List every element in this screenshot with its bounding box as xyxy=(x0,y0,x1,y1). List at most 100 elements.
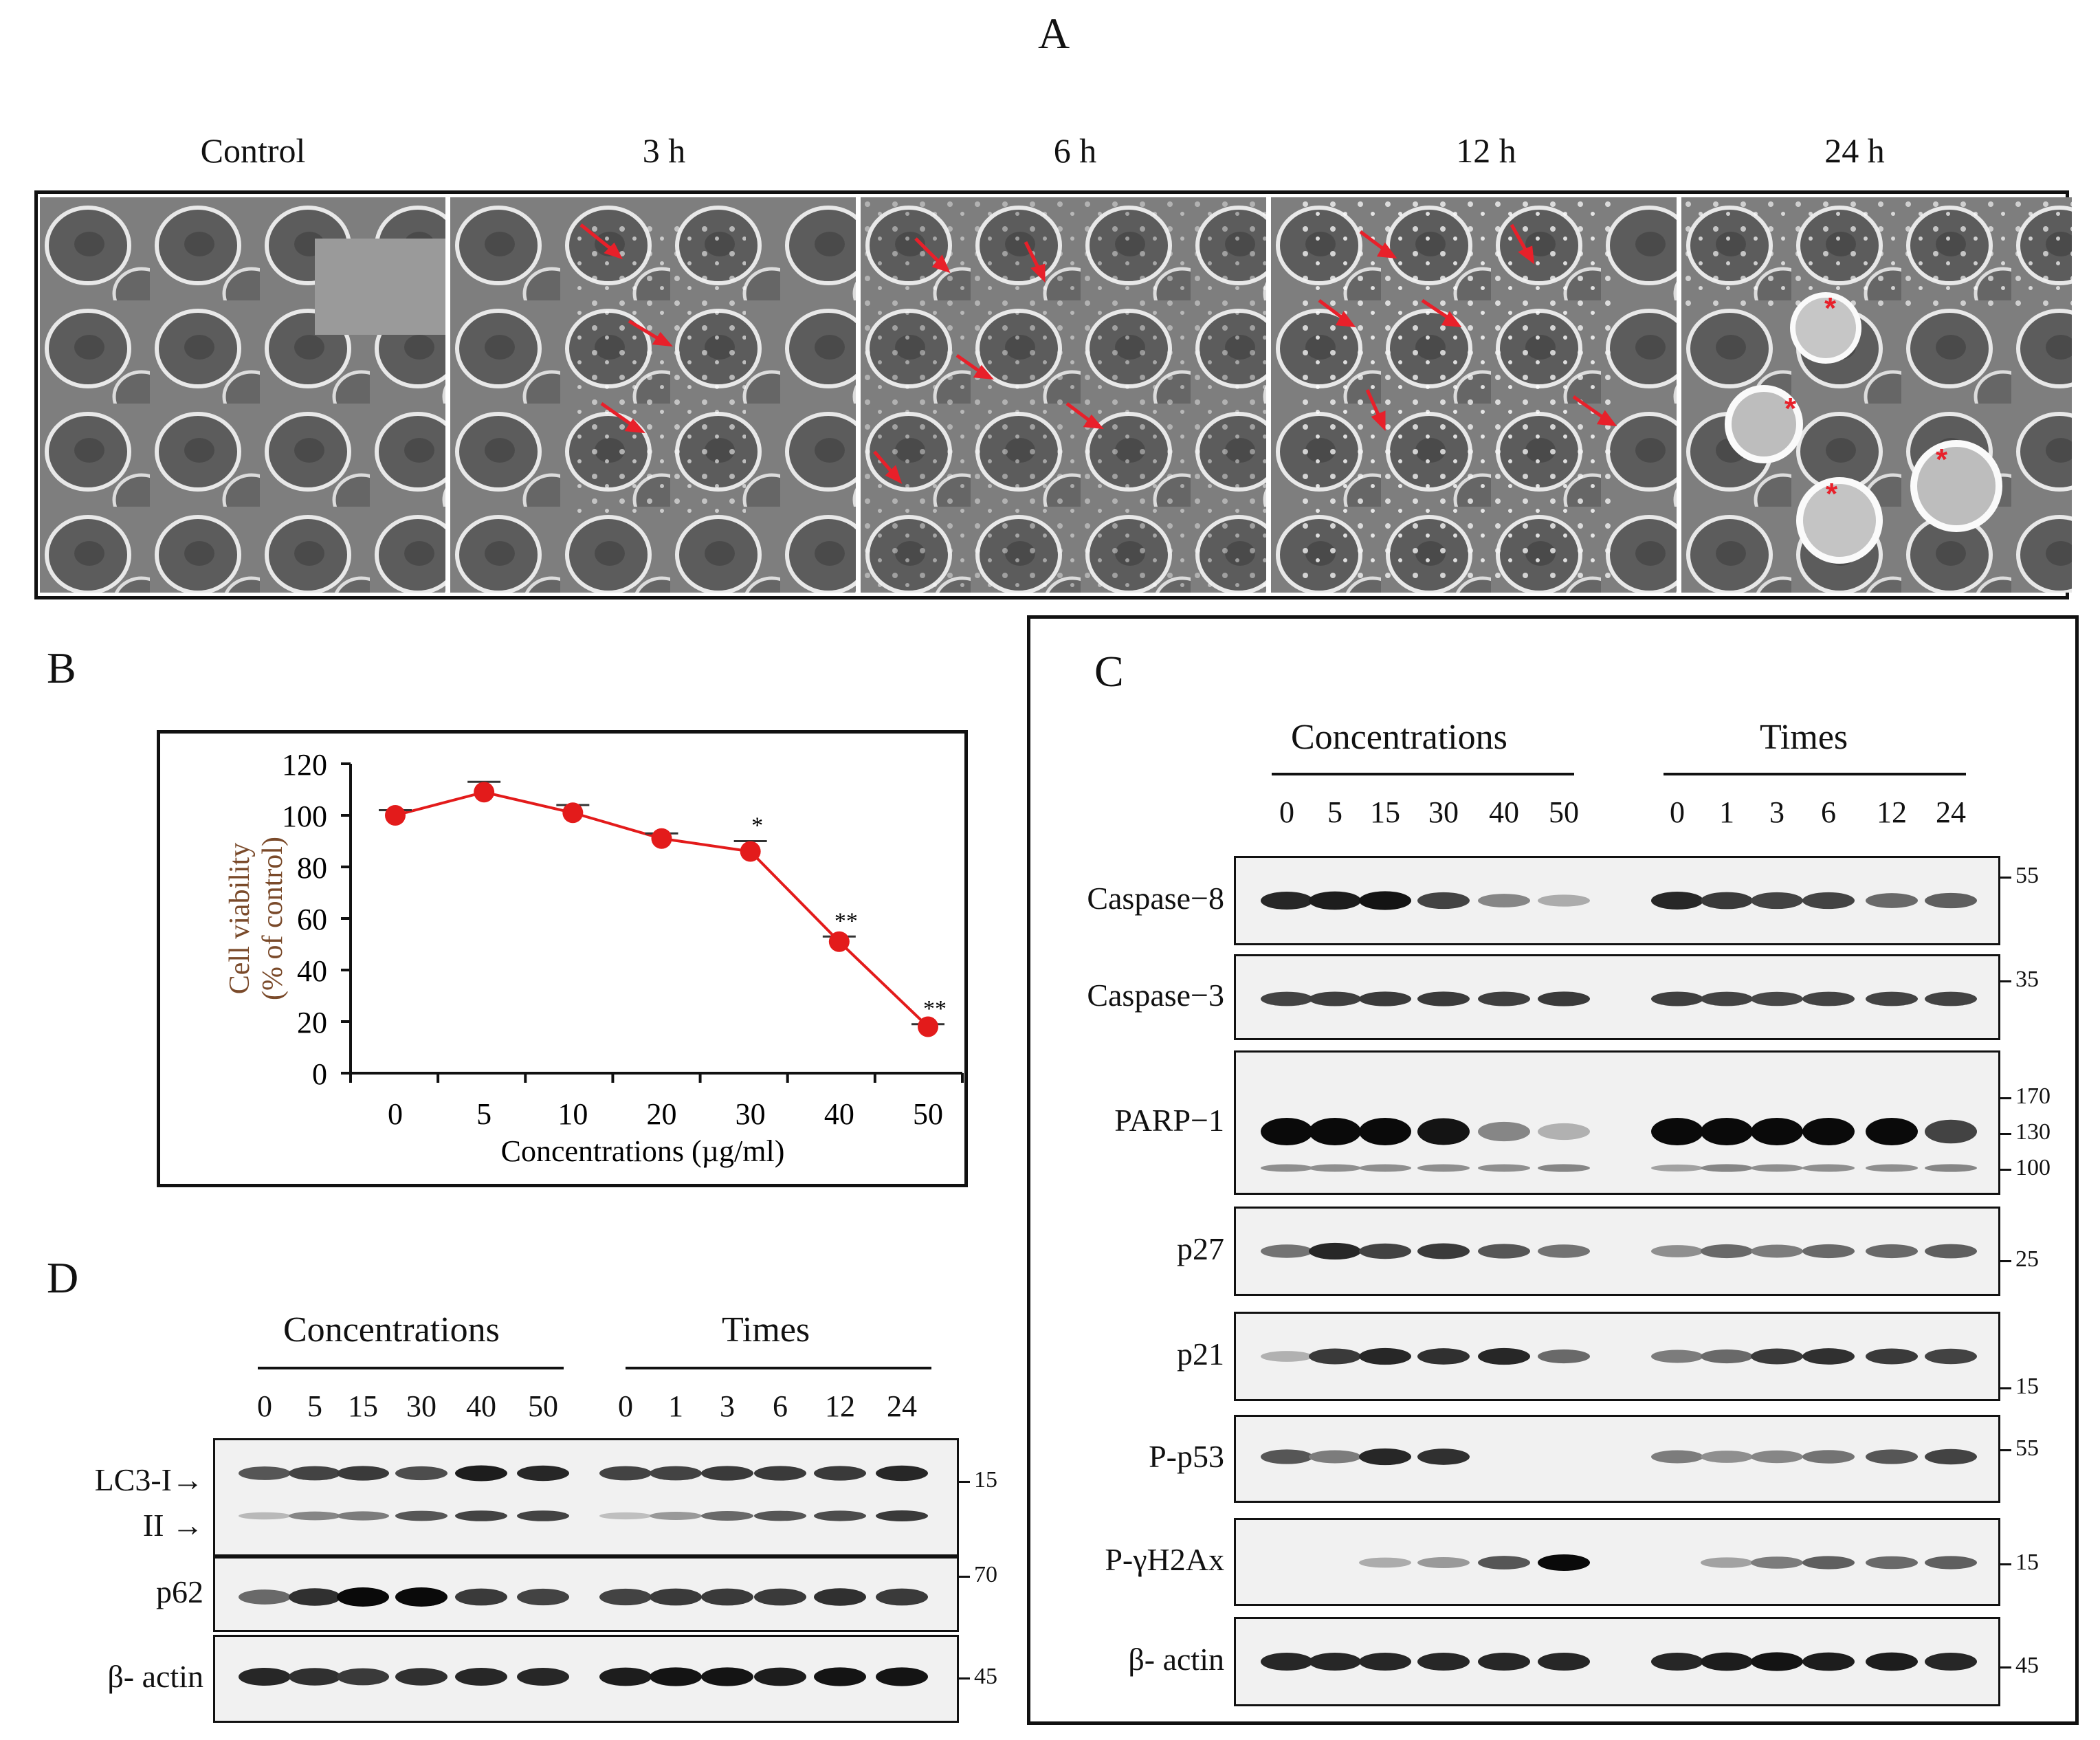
significance-marker: * xyxy=(751,813,763,839)
band xyxy=(1651,1164,1703,1172)
data-point xyxy=(828,931,850,952)
band xyxy=(1802,1244,1855,1259)
blot-7 xyxy=(1234,1617,2000,1706)
y-tick-label: 20 xyxy=(297,1006,327,1039)
band xyxy=(455,1588,507,1606)
band xyxy=(1261,1164,1313,1172)
micrograph-24h: * * * * xyxy=(1681,197,2072,593)
band xyxy=(1538,1652,1590,1671)
band xyxy=(599,1667,652,1686)
band xyxy=(1751,1164,1803,1172)
band xyxy=(517,1588,569,1606)
band xyxy=(876,1588,928,1606)
band xyxy=(395,1668,447,1686)
band xyxy=(1751,991,1803,1006)
band xyxy=(337,1668,389,1686)
mw-tick xyxy=(2000,1387,2011,1389)
band xyxy=(701,1667,753,1686)
band xyxy=(1261,1244,1313,1258)
band xyxy=(1478,894,1530,907)
micrograph-6h xyxy=(861,197,1266,593)
panel-c-group-time: Times xyxy=(1760,718,1848,757)
data-point xyxy=(562,802,584,824)
band xyxy=(1651,991,1703,1006)
mw-tick xyxy=(959,1481,970,1483)
condition-title-control: Control xyxy=(200,131,306,170)
band xyxy=(1359,1118,1411,1145)
lane-label: 30 xyxy=(406,1389,436,1423)
lane-label: 6 xyxy=(773,1389,788,1423)
lane-label: 50 xyxy=(1549,795,1579,829)
y-tick-label: 80 xyxy=(297,851,327,885)
band xyxy=(754,1466,806,1481)
band xyxy=(1261,1449,1313,1464)
band xyxy=(1359,1557,1411,1568)
band xyxy=(1802,1348,1855,1365)
band xyxy=(1925,1119,1977,1144)
band xyxy=(239,1667,291,1686)
panel-d-letter: D xyxy=(47,1253,79,1302)
lane-label: 3 xyxy=(720,1389,735,1423)
mw-marker: 100 xyxy=(2015,1155,2051,1180)
lane-label: 40 xyxy=(1489,795,1519,829)
blot-name: p21 xyxy=(1177,1336,1224,1372)
mw-tick xyxy=(2000,1666,2011,1669)
band xyxy=(1359,1243,1411,1259)
band xyxy=(1866,1164,1918,1172)
band xyxy=(1751,892,1803,910)
band xyxy=(1651,1450,1703,1464)
band xyxy=(1417,991,1470,1006)
y-axis-label-group: Cell viability (% of control) xyxy=(224,837,289,1000)
band xyxy=(395,1510,447,1521)
band xyxy=(1309,1242,1361,1260)
band xyxy=(1925,1449,1977,1465)
band xyxy=(1261,1118,1313,1145)
blot-1 xyxy=(213,1556,959,1632)
lane-label: 5 xyxy=(307,1389,322,1423)
blot-name: Caspase−3 xyxy=(1087,977,1224,1013)
band xyxy=(650,1588,702,1606)
band xyxy=(517,1667,569,1686)
band xyxy=(1701,1451,1753,1463)
band xyxy=(1701,1557,1753,1568)
band xyxy=(1651,1652,1703,1671)
band xyxy=(1309,1450,1361,1464)
panel-d-group-time-rule xyxy=(626,1367,931,1369)
band xyxy=(1478,1244,1530,1259)
band xyxy=(814,1466,866,1481)
condition-title-6h: 6 h xyxy=(1053,131,1097,170)
band xyxy=(395,1466,447,1481)
mw-tick xyxy=(2000,1563,2011,1565)
lane-label: 12 xyxy=(1877,795,1907,829)
lane-label: 12 xyxy=(825,1389,855,1423)
y-tick-label: 40 xyxy=(297,954,327,988)
lane-label: 24 xyxy=(1936,795,1966,829)
band xyxy=(876,1465,928,1482)
condition-title-24h: 24 h xyxy=(1824,131,1885,170)
y-tick-label: 100 xyxy=(282,800,327,833)
lane-label: 40 xyxy=(466,1389,496,1423)
x-tick-label: 20 xyxy=(647,1097,677,1131)
band xyxy=(289,1511,341,1521)
mw-marker: 15 xyxy=(2015,1374,2039,1399)
band xyxy=(599,1588,652,1606)
band xyxy=(1802,991,1855,1006)
band xyxy=(455,1465,507,1482)
mw-marker: 15 xyxy=(974,1467,997,1493)
mw-marker: 15 xyxy=(2015,1550,2039,1575)
micrograph-control xyxy=(40,197,445,593)
band xyxy=(1751,1450,1803,1464)
band xyxy=(876,1510,928,1521)
band xyxy=(517,1510,569,1521)
band xyxy=(1651,1245,1703,1257)
blot-name: LC3-I→ xyxy=(94,1462,203,1497)
lane-label: 5 xyxy=(1327,795,1342,829)
x-tick-label: 40 xyxy=(824,1097,854,1131)
condition-title-12h: 12 h xyxy=(1456,131,1516,170)
band xyxy=(1309,891,1361,910)
lane-label: 24 xyxy=(887,1389,917,1423)
band xyxy=(1538,991,1590,1006)
lane-label: 15 xyxy=(1370,795,1400,829)
band xyxy=(701,1588,753,1606)
x-tick-label: 5 xyxy=(476,1097,491,1131)
